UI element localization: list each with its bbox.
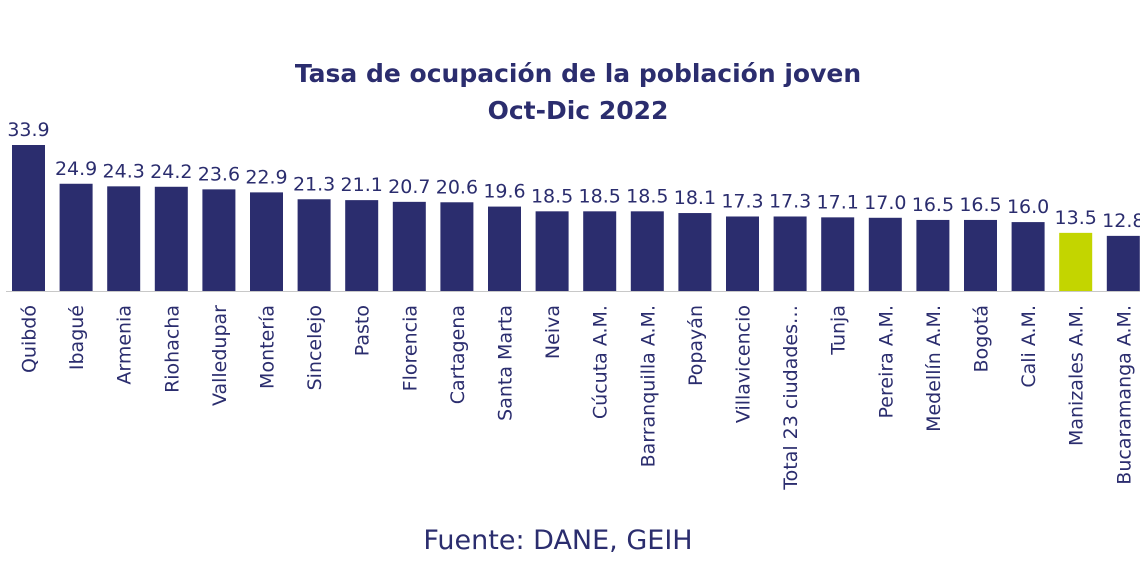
value-label-8: 20.7 — [388, 176, 430, 198]
category-label-8: Florencia — [399, 305, 421, 391]
bar-17 — [821, 217, 855, 291]
category-label-13: Barranquilla A.M. — [637, 305, 659, 467]
category-label-5: Montería — [257, 305, 279, 389]
category-label-9: Cartagena — [447, 305, 469, 404]
bars-group — [12, 145, 1140, 291]
category-label-21: Cali A.M. — [1018, 305, 1040, 388]
category-labels-group: Quibdó Ibagué Armenia Riohacha Valledupar Mon… — [19, 305, 1136, 491]
bar-5 — [250, 192, 283, 291]
bar-9 — [440, 202, 474, 291]
category-label-0: Quibdó — [19, 305, 41, 373]
source-note: Fuente: DANE, GEIH — [423, 525, 692, 556]
value-label-16: 17.3 — [769, 190, 811, 212]
value-label-22: 13.5 — [1055, 207, 1097, 229]
bar-22 — [1059, 232, 1093, 291]
value-label-9: 20.6 — [436, 176, 478, 198]
bar-21 — [1011, 222, 1045, 291]
value-label-21: 16.0 — [1007, 196, 1049, 218]
category-label-10: Santa Marta — [495, 305, 517, 421]
category-label-22: Manizales A.M. — [1066, 305, 1088, 446]
bar-0 — [12, 145, 45, 291]
value-label-2: 24.3 — [103, 160, 145, 182]
category-label-6: Sincelejo — [304, 305, 326, 390]
value-label-11: 18.5 — [531, 185, 573, 207]
value-label-4: 23.6 — [198, 163, 240, 185]
bar-8 — [392, 201, 426, 291]
value-label-19: 16.5 — [912, 194, 954, 216]
category-label-20: Bogotá — [971, 305, 993, 372]
bar-6 — [297, 199, 331, 291]
bar-3 — [154, 186, 188, 291]
bar-23 — [1106, 235, 1140, 291]
category-label-11: Neiva — [542, 305, 564, 359]
value-label-17: 17.1 — [817, 191, 859, 213]
bar-12 — [583, 211, 617, 291]
bar-10 — [488, 206, 521, 291]
value-label-13: 18.5 — [626, 185, 668, 207]
value-label-12: 18.5 — [579, 185, 621, 207]
bar-2 — [107, 186, 141, 291]
category-label-19: Medellín A.M. — [923, 305, 945, 432]
bar-11 — [535, 211, 569, 291]
value-label-14: 18.1 — [674, 187, 716, 209]
value-label-10: 19.6 — [483, 181, 525, 203]
value-label-3: 24.2 — [150, 161, 192, 183]
category-label-14: Popayán — [685, 305, 707, 386]
category-label-1: Ibagué — [66, 305, 88, 370]
value-labels-group: 33.9 24.9 24.3 24.2 23.6 22.9 21.3 21.1 20.7 20.6… — [7, 119, 1140, 232]
value-label-20: 16.5 — [959, 194, 1001, 216]
value-label-0: 33.9 — [7, 119, 49, 141]
value-label-23: 12.8 — [1102, 210, 1140, 232]
value-label-18: 17.0 — [864, 192, 906, 214]
category-label-17: Tunja — [828, 305, 850, 356]
chart-title-line-2: Oct-Dic 2022 — [488, 96, 669, 125]
bar-20 — [964, 219, 997, 291]
bar-16 — [773, 216, 807, 291]
value-label-6: 21.3 — [293, 173, 335, 195]
category-label-15: Villavicencio — [733, 305, 755, 423]
category-label-3: Riohacha — [161, 305, 183, 393]
bar-7 — [345, 200, 379, 291]
value-label-1: 24.9 — [55, 158, 97, 180]
bar-18 — [868, 217, 902, 291]
category-label-23: Bucaramanga A.M. — [1113, 305, 1135, 485]
category-label-2: Armenia — [114, 305, 136, 385]
category-label-4: Valledupar — [209, 305, 231, 406]
value-label-7: 21.1 — [341, 174, 383, 196]
category-label-7: Pasto — [352, 305, 374, 356]
bar-19 — [916, 219, 950, 291]
category-label-16: Total 23 ciudades… — [780, 305, 802, 491]
bar-14 — [678, 213, 712, 291]
chart-title-line-1: Tasa de ocupación de la población joven — [295, 59, 861, 88]
value-label-15: 17.3 — [721, 190, 763, 212]
category-label-12: Cúcuta A.M. — [590, 305, 612, 419]
bar-13 — [630, 211, 664, 291]
value-label-5: 22.9 — [245, 166, 287, 188]
bar-15 — [726, 216, 759, 291]
bar-4 — [202, 189, 236, 291]
category-label-18: Pereira A.M. — [875, 305, 897, 418]
bar-1 — [59, 183, 93, 291]
